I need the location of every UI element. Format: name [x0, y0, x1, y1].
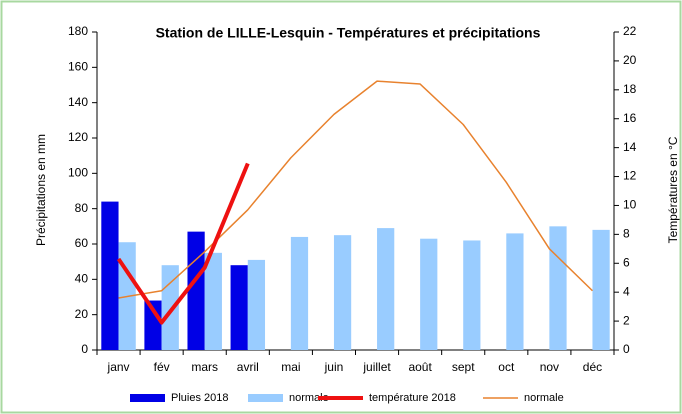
- legend-label: normale: [524, 392, 564, 404]
- x-tick-label: mars: [191, 360, 218, 374]
- bar: [592, 229, 610, 350]
- legend-label: Pluies 2018: [171, 392, 229, 404]
- bar: [187, 231, 205, 350]
- y2-tick-label: 10: [623, 198, 637, 212]
- bar: [463, 240, 481, 350]
- y-tick-label: 180: [68, 24, 88, 38]
- y2-tick-label: 2: [623, 313, 630, 327]
- y2-tick-label: 18: [623, 82, 637, 96]
- legend-label: température 2018: [369, 392, 456, 404]
- x-tick-label: fév: [154, 360, 170, 374]
- x-tick-label: juin: [324, 360, 344, 374]
- bar: [549, 226, 567, 350]
- x-tick-label: juillet: [362, 360, 391, 374]
- x-tick-label: janv: [107, 360, 130, 374]
- y-tick-label: 100: [68, 166, 88, 180]
- y2-tick-label: 8: [623, 227, 630, 241]
- y2-tick-label: 12: [623, 169, 637, 183]
- bar: [290, 236, 309, 350]
- bar: [204, 252, 222, 350]
- x-tick-label: nov: [540, 360, 559, 374]
- line: [116, 162, 250, 325]
- y-tick-label: 0: [81, 342, 88, 356]
- bar: [377, 228, 395, 350]
- y-tick-label: 140: [68, 95, 88, 109]
- line: [118, 80, 593, 299]
- x-tick-label: déc: [583, 360, 602, 374]
- y2-tick-label: 20: [623, 53, 637, 67]
- bar: [247, 259, 266, 350]
- x-tick-label: août: [408, 360, 432, 374]
- x-tick-label: mai: [281, 360, 300, 374]
- bar: [230, 265, 248, 350]
- y-tick-label: 80: [75, 201, 89, 215]
- y-tick-label: 40: [75, 272, 89, 286]
- y-tick-label: 120: [68, 130, 88, 144]
- y2-tick-label: 22: [623, 24, 637, 38]
- y2-tick-label: 4: [623, 284, 630, 298]
- y2-tick-label: 6: [623, 255, 630, 269]
- bar: [333, 235, 352, 350]
- x-tick-label: sept: [452, 360, 475, 374]
- y-tick-label: 20: [75, 307, 89, 321]
- y-tick-label: 160: [68, 60, 88, 74]
- y2-tick-label: 14: [623, 140, 637, 154]
- x-tick-label: avril: [237, 360, 259, 374]
- y-tick-label: 60: [75, 236, 89, 250]
- chart-title: Station de LILLE-Lesquin - Températures …: [156, 25, 541, 41]
- bar: [420, 238, 438, 350]
- y2-tick-label: 16: [623, 111, 637, 125]
- y2-tick-label: 0: [623, 342, 630, 356]
- y-axis-label: Précipitations en mm: [34, 134, 48, 246]
- bar: [506, 233, 524, 350]
- x-tick-label: oct: [498, 360, 515, 374]
- y2-axis-label: Températures en °C: [666, 136, 680, 243]
- bar: [101, 201, 119, 350]
- legend-label: normale: [289, 392, 329, 404]
